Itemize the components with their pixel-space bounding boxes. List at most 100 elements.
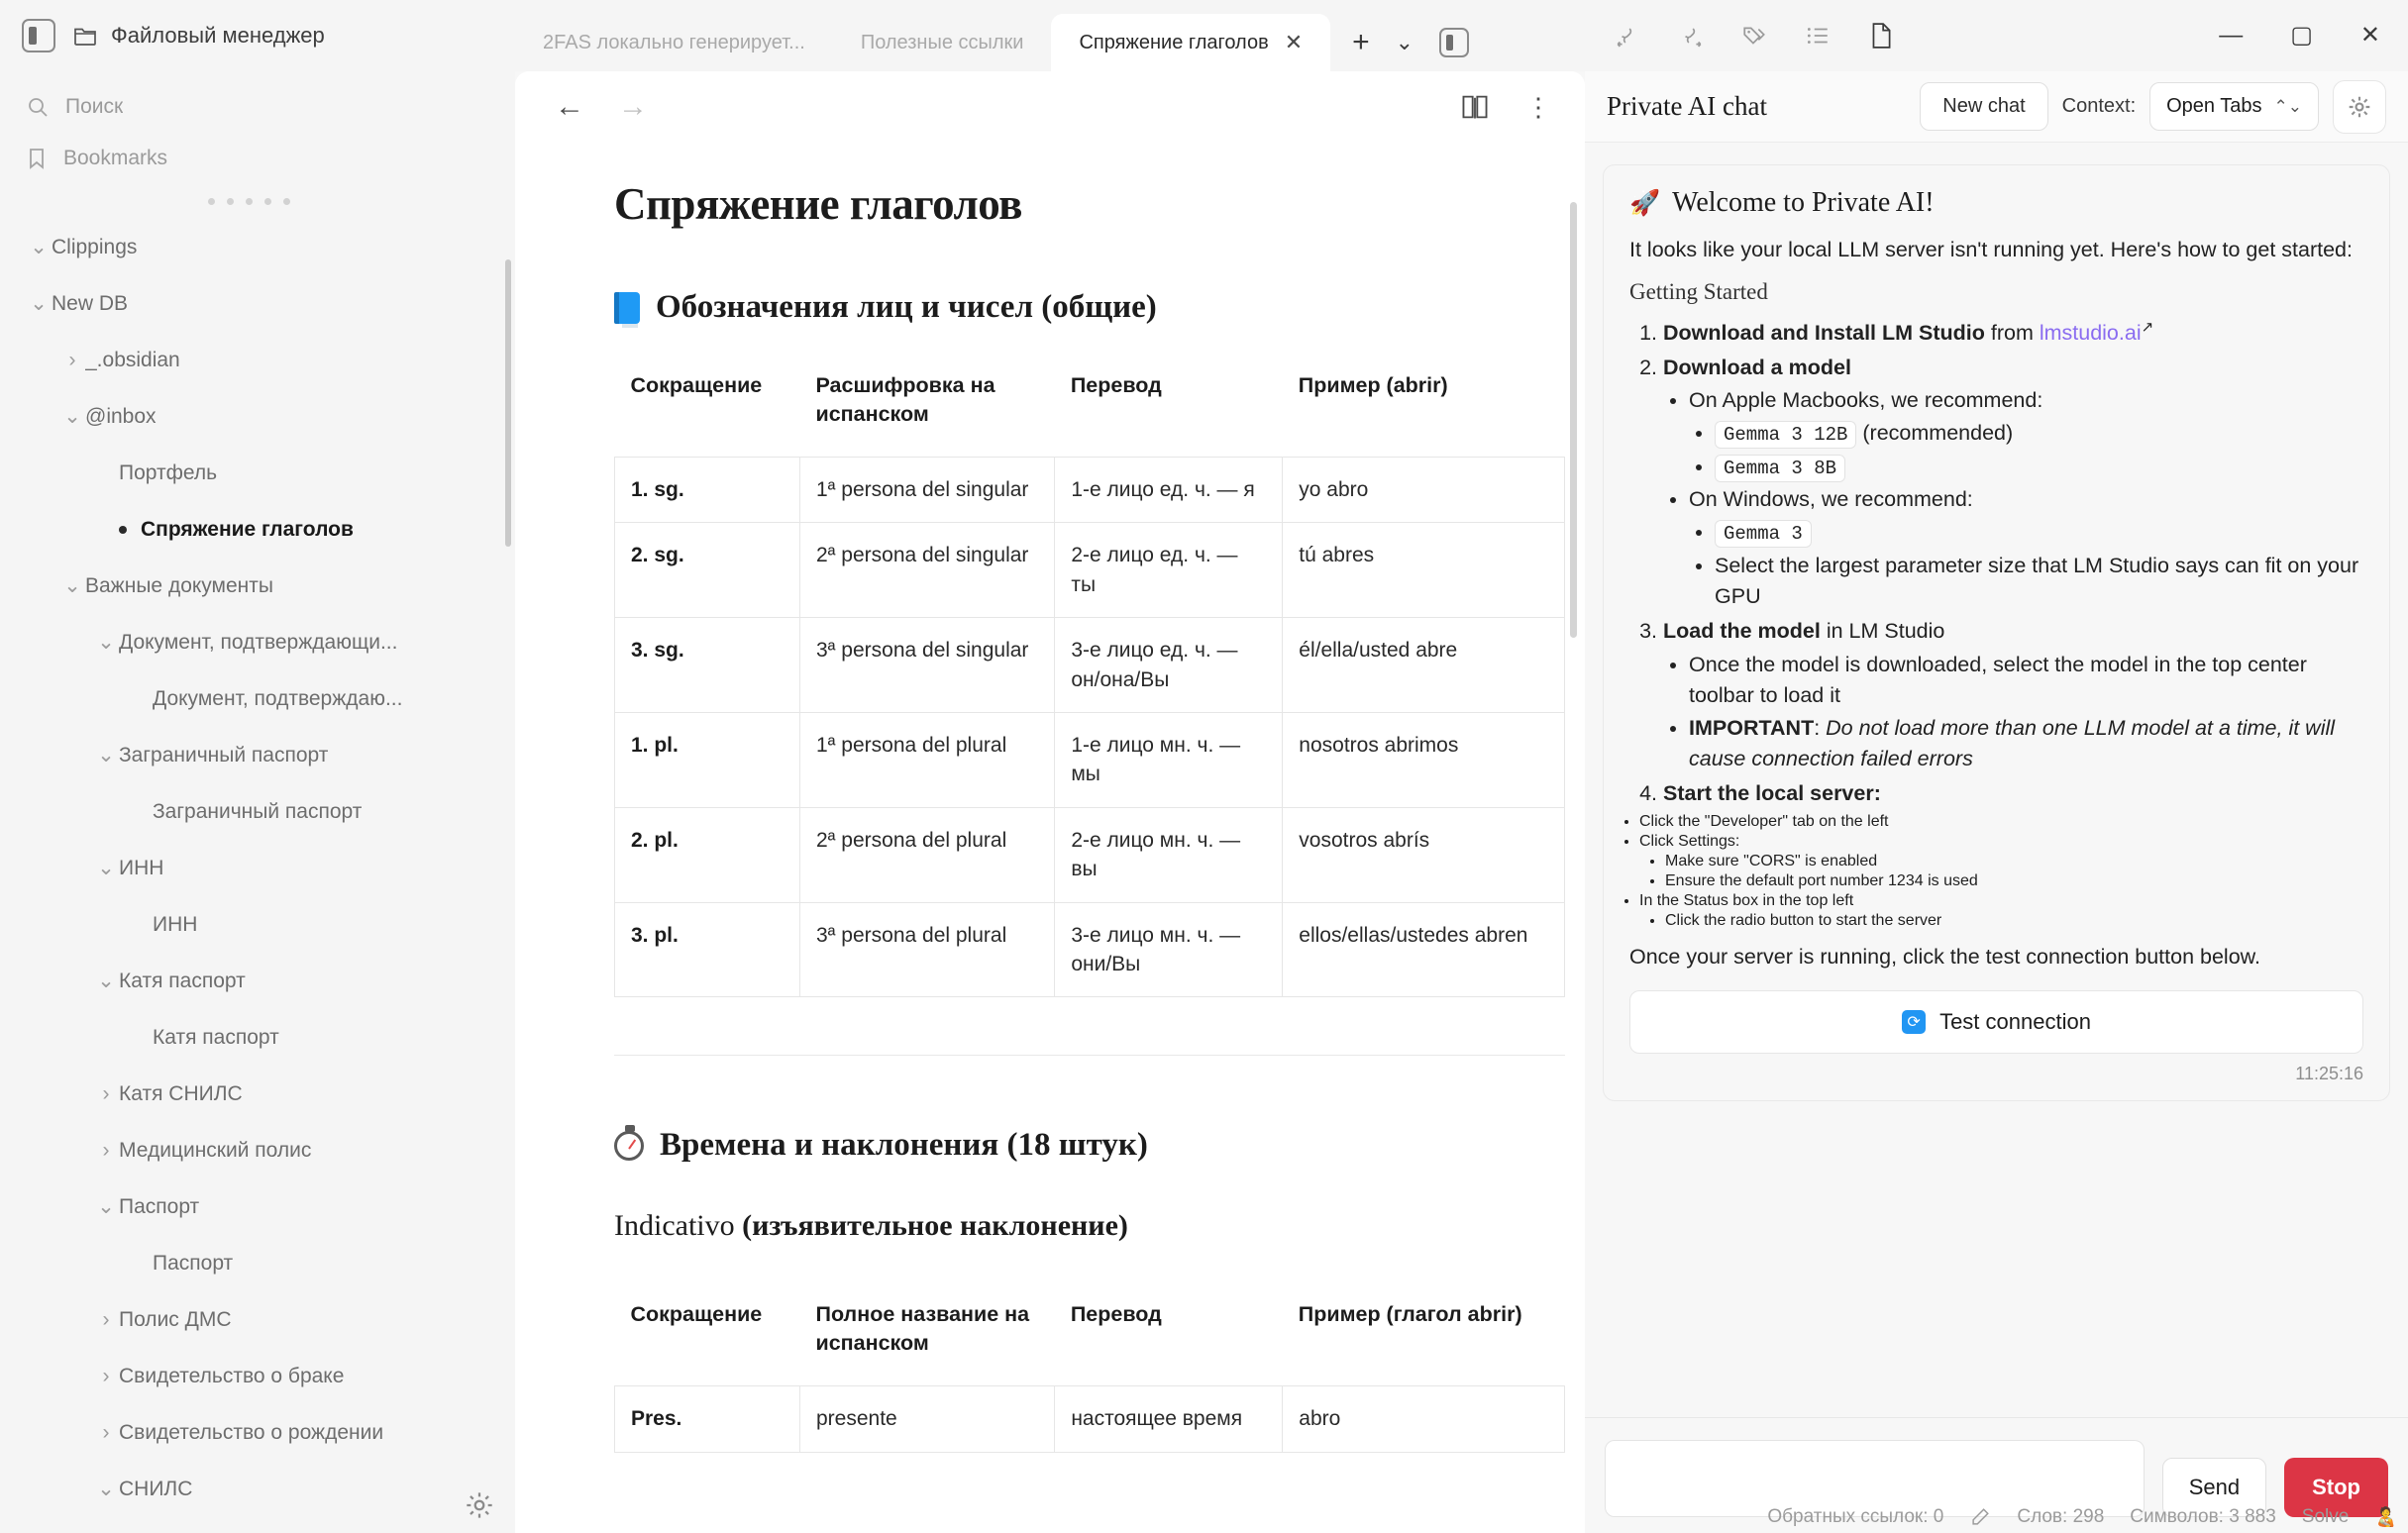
- right-sidebar-toggle-icon[interactable]: [1439, 28, 1470, 57]
- tree-item[interactable]: ⌄ СНИЛС: [0, 1461, 515, 1517]
- search-row[interactable]: Поиск: [0, 81, 515, 133]
- table-cell: Pres.: [614, 1385, 800, 1453]
- tree-item[interactable]: ⌄ Паспорт: [0, 1178, 515, 1235]
- vault-name: Файловый менеджер: [111, 23, 325, 48]
- link-back-icon[interactable]: [1615, 23, 1640, 49]
- chevron-down-icon[interactable]: ⌄: [63, 574, 81, 597]
- chevron-right-icon[interactable]: ›: [102, 1364, 110, 1387]
- chevron-down-icon[interactable]: ⌄: [97, 1195, 115, 1218]
- chevron-down-icon[interactable]: ⌄: [30, 236, 48, 258]
- bookmarks-row[interactable]: Bookmarks: [0, 133, 515, 184]
- tree-item[interactable]: Паспорт: [0, 1235, 515, 1291]
- tab-2fas[interactable]: 2FAS локально генерирует...: [515, 14, 833, 71]
- more-options-icon[interactable]: ⋮: [1525, 92, 1551, 122]
- outline-list-icon[interactable]: [1805, 23, 1831, 49]
- link-forward-icon[interactable]: [1678, 23, 1704, 49]
- tree-item[interactable]: Спряжение глаголов: [0, 501, 515, 558]
- drag-handle-dots[interactable]: [0, 184, 515, 215]
- chevron-down-icon[interactable]: ⌄: [97, 1478, 115, 1500]
- tags-icon[interactable]: [1741, 23, 1767, 49]
- tree-item[interactable]: › Катя СНИЛС: [0, 1066, 515, 1122]
- send-button[interactable]: Send: [2161, 1458, 2267, 1517]
- tree-item[interactable]: › Полис ДМС: [0, 1291, 515, 1348]
- status-bar: Обратных ссылок: 0 Слов: 298 Символов: 3…: [1767, 1505, 2398, 1529]
- chevron-down-icon[interactable]: ⌄: [97, 857, 115, 879]
- tree-item[interactable]: ⌄ ИНН: [0, 840, 515, 896]
- tab-conjugation[interactable]: Спряжение глаголов ✕: [1051, 14, 1331, 71]
- back-icon[interactable]: ←: [555, 90, 584, 123]
- th-spanish: Расшифровка на испанском: [815, 373, 995, 427]
- vault-switcher[interactable]: Файловый менеджер: [73, 23, 325, 49]
- section-heading-2: Времена и наклонения (18 штук): [614, 1124, 1496, 1164]
- cors-bullet: Make sure "CORS" is enabled: [1665, 853, 2363, 870]
- pencil-icon[interactable]: [1969, 1506, 1991, 1528]
- tree-item[interactable]: › _.obsidian: [0, 332, 515, 388]
- chevron-down-icon[interactable]: ⌄: [30, 292, 48, 315]
- tree-item[interactable]: Портфель: [0, 445, 515, 501]
- chevron-down-icon[interactable]: ⌄: [97, 631, 115, 654]
- forward-icon[interactable]: →: [618, 90, 648, 123]
- sidebar-toggle-icon[interactable]: [22, 19, 55, 52]
- stop-button[interactable]: Stop: [2284, 1458, 2388, 1517]
- lmstudio-link[interactable]: lmstudio.ai: [2039, 320, 2142, 345]
- tree-item[interactable]: Заграничный паспорт: [0, 783, 515, 840]
- tree-item[interactable]: › Свидетельство о браке: [0, 1348, 515, 1404]
- tree-item[interactable]: ⌄ Заграничный паспорт: [0, 727, 515, 783]
- test-connection-button[interactable]: ⟳ Test connection: [1629, 989, 2363, 1054]
- close-icon[interactable]: ✕: [1284, 30, 1304, 54]
- chevron-right-icon[interactable]: ›: [68, 348, 76, 371]
- chevron-down-icon[interactable]: ⌄: [97, 744, 115, 766]
- tree-item[interactable]: ИНН: [0, 896, 515, 953]
- ai-settings-button[interactable]: [2333, 79, 2386, 134]
- table-header-row: Сокращение Расшифровка на испанском Пере…: [615, 371, 1565, 458]
- tree-item[interactable]: ⌄ Clippings: [0, 219, 515, 275]
- win-model-1: Gemma 3: [1715, 517, 2363, 549]
- steps-list: Download and Install LM Studio from lmst…: [1663, 317, 2363, 810]
- getting-started-heading: Getting Started: [1629, 278, 1768, 304]
- context-select[interactable]: Open Tabs ⌃⌄: [2149, 82, 2319, 131]
- tree-item[interactable]: Документ, подтверждаю...: [0, 670, 515, 727]
- chevron-right-icon[interactable]: ›: [102, 1420, 110, 1444]
- page-icon[interactable]: [1868, 22, 1894, 50]
- chevron-right-icon[interactable]: ›: [102, 1081, 110, 1105]
- table-cell: 3-е лицо ед. ч. — он/она/Вы: [1054, 617, 1284, 713]
- document-scrollbar[interactable]: [1570, 202, 1577, 638]
- maximize-icon[interactable]: ▢: [2290, 22, 2313, 49]
- tree-item[interactable]: ⌄ Катя паспорт: [0, 953, 515, 1009]
- tree-item[interactable]: ⌄ Документ, подтверждающи...: [0, 614, 515, 670]
- th-spanish: Полное название на испанском: [815, 1302, 1030, 1356]
- settings-gear-icon[interactable]: [464, 1489, 495, 1521]
- tree-item[interactable]: СНИЛС: [0, 1517, 515, 1533]
- chevron-right-icon[interactable]: ›: [102, 1138, 110, 1162]
- search-input[interactable]: Поиск: [65, 95, 124, 118]
- minimize-icon[interactable]: —: [2219, 22, 2244, 49]
- tree-item-label: Полис ДМС: [119, 1307, 232, 1331]
- tree-item[interactable]: ⌄ @inbox: [0, 388, 515, 445]
- tree-item-label: Паспорт: [153, 1251, 234, 1275]
- chat-input[interactable]: [1605, 1440, 2145, 1517]
- reading-view-icon[interactable]: [1460, 94, 1490, 120]
- backlinks-count: Обратных ссылок: 0: [1767, 1506, 1944, 1527]
- sidebar-scrollbar[interactable]: [505, 259, 511, 547]
- new-tab-icon[interactable]: +: [1352, 26, 1370, 58]
- tree-item[interactable]: › Медицинский полис: [0, 1122, 515, 1178]
- window-close-icon[interactable]: ✕: [2359, 22, 2380, 49]
- subsection-heading: Indicativo (изъявительное наклонение): [614, 1209, 1496, 1243]
- chevron-down-icon[interactable]: ⌄: [63, 405, 81, 428]
- tree-item[interactable]: Катя паспорт: [0, 1009, 515, 1066]
- tree-item[interactable]: › Свидетельство о рождении: [0, 1404, 515, 1461]
- ai-toolbar-icons: [1615, 22, 1894, 50]
- table-cell: 1-е лицо мн. ч. — мы: [1054, 711, 1284, 808]
- tree-item-label: Свидетельство о браке: [119, 1364, 345, 1387]
- sync-icon: ⟳: [1902, 1009, 1927, 1034]
- tree-item[interactable]: ⌄ New DB: [0, 275, 515, 332]
- tab-useful-links[interactable]: Полезные ссылки: [833, 14, 1052, 71]
- radio-bullet: Click the radio button to start the serv…: [1665, 912, 2363, 930]
- chevron-right-icon[interactable]: ›: [102, 1307, 110, 1331]
- chevron-down-icon[interactable]: ⌄: [1395, 30, 1414, 54]
- th-abbrev: Сокращение: [630, 373, 763, 397]
- tree-item[interactable]: ⌄ Важные документы: [0, 558, 515, 614]
- chevron-down-icon[interactable]: ⌄: [97, 970, 115, 992]
- win-line-text: On Windows, we recommend:: [1689, 487, 1973, 512]
- new-chat-button[interactable]: New chat: [1920, 82, 2048, 131]
